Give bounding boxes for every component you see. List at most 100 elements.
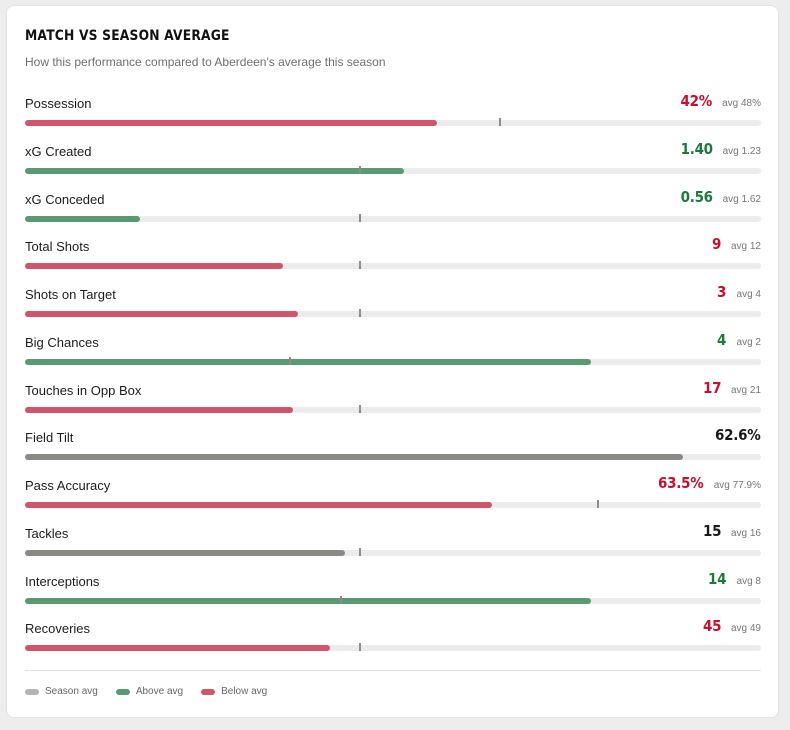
stat-bar-track xyxy=(25,500,761,508)
stat-value: 1.40 xyxy=(680,139,713,158)
stat-bar-fill xyxy=(25,167,405,174)
stat-season-average: avg 1.62 xyxy=(722,193,761,205)
stat-bar-track xyxy=(25,404,761,413)
legend-label: Season avg xyxy=(45,686,98,697)
stat-season-average: avg 2 xyxy=(736,336,761,348)
season-avg-marker xyxy=(288,356,291,365)
stat-value: 3 xyxy=(717,283,727,301)
stat-value: 15 xyxy=(702,521,722,540)
stat-bar-track xyxy=(25,595,761,604)
stat-row: Tackles 15 avg 16 xyxy=(25,522,761,572)
stat-values: 1.40 avg 1.23 xyxy=(677,140,761,158)
legend-label: Below avg xyxy=(221,686,268,697)
stat-bar-fill xyxy=(25,263,283,270)
stat-label: Big Chances xyxy=(25,334,99,350)
stat-row: Big Chances 4 avg 2 xyxy=(25,331,761,381)
stat-label: Touches in Opp Box xyxy=(25,382,142,398)
stat-bar-track xyxy=(25,356,761,365)
stat-label: Field Tilt xyxy=(25,430,74,446)
stat-bar-fill xyxy=(25,215,140,222)
season-avg-marker xyxy=(340,595,343,604)
stat-values: 62.6% xyxy=(710,426,762,445)
stat-season-average: avg 1.23 xyxy=(722,145,761,157)
stat-season-average: avg 12 xyxy=(730,241,761,253)
stat-value: 4 xyxy=(717,330,727,349)
legend-swatch xyxy=(201,688,216,695)
stat-values: 14 avg 8 xyxy=(706,570,761,588)
stat-values: 17 avg 21 xyxy=(701,379,761,397)
season-avg-marker xyxy=(597,500,600,508)
stat-values: 4 avg 2 xyxy=(716,331,761,349)
stat-bar-fill xyxy=(25,549,346,556)
stat-row: Recoveries 45 avg 49 xyxy=(25,617,761,667)
stat-season-average: avg 77.9% xyxy=(713,480,761,491)
stat-value: 62.6% xyxy=(715,426,762,445)
season-avg-marker xyxy=(358,309,361,317)
stat-row: xG Conceded 0.56 avg 1.62 xyxy=(25,188,761,238)
stat-value: 45 xyxy=(702,617,722,636)
stat-row: Possession 42% avg 48% xyxy=(25,92,761,142)
legend: Season avg Above avg Below avg xyxy=(25,686,267,697)
stat-bar-fill xyxy=(25,454,683,461)
stat-values: 63.5% avg 77.9% xyxy=(653,474,761,492)
season-avg-marker xyxy=(358,165,361,174)
stat-label: Shots on Target xyxy=(25,287,116,302)
season-avg-marker xyxy=(358,261,361,270)
stat-value: 17 xyxy=(702,378,722,397)
stat-label: Total Shots xyxy=(25,239,90,255)
legend-item: Season avg xyxy=(25,686,98,697)
stat-season-average: avg 4 xyxy=(736,289,761,300)
season-avg-marker xyxy=(358,404,361,413)
stat-season-average: avg 49 xyxy=(730,623,761,635)
match-vs-season-card: MATCH VS SEASON AVERAGE How this perform… xyxy=(6,5,779,718)
stat-values: 15 avg 16 xyxy=(701,522,761,540)
stat-value: 42% xyxy=(680,92,713,110)
card-subtitle: How this performance compared to Aberdee… xyxy=(25,55,386,69)
stat-bar-track xyxy=(25,118,761,126)
stat-bar-track xyxy=(25,165,761,174)
stat-label: xG Created xyxy=(25,143,92,159)
stat-season-average: avg 21 xyxy=(730,384,761,396)
stat-bar-fill xyxy=(25,502,493,508)
stat-value: 9 xyxy=(711,235,721,254)
season-avg-marker xyxy=(358,547,361,556)
stat-value: 0.56 xyxy=(680,187,713,206)
stat-label: xG Conceded xyxy=(25,191,105,207)
legend-swatch xyxy=(115,688,130,695)
stat-values: 42% avg 48% xyxy=(677,92,761,110)
stat-value: 14 xyxy=(708,569,727,588)
stat-bar-fill xyxy=(25,597,591,604)
stat-bar-fill xyxy=(25,406,293,413)
stat-bar-track xyxy=(25,547,761,556)
stat-label: Possession xyxy=(25,96,92,111)
stat-values: 3 avg 4 xyxy=(716,283,761,301)
stat-season-average: avg 8 xyxy=(736,575,761,587)
stat-bar-fill xyxy=(25,645,330,652)
stat-row: Field Tilt 62.6% xyxy=(25,426,762,476)
legend-divider xyxy=(25,670,761,671)
season-avg-marker xyxy=(498,118,501,126)
stat-values: 9 avg 12 xyxy=(711,235,761,253)
stat-bar-track xyxy=(25,643,761,652)
stat-values: 0.56 avg 1.62 xyxy=(677,188,761,206)
stat-label: Tackles xyxy=(25,525,69,541)
season-avg-marker xyxy=(358,213,361,222)
stat-row: Shots on Target 3 avg 4 xyxy=(25,283,761,333)
legend-item: Above avg xyxy=(115,686,184,697)
stat-bar-fill xyxy=(25,311,299,317)
legend-swatch xyxy=(25,688,39,695)
stat-rows: Possession 42% avg 48% xG Created 1.40 avg 1.… xyxy=(25,92,762,667)
legend-label: Above avg xyxy=(135,686,184,697)
stat-values: 45 avg 49 xyxy=(701,617,761,635)
stat-row: xG Created 1.40 avg 1.23 xyxy=(25,140,761,190)
stat-row: Pass Accuracy 63.5% avg 77.9% xyxy=(25,474,761,524)
legend-item: Below avg xyxy=(201,686,267,697)
stat-label: Interceptions xyxy=(25,573,100,589)
stat-bar-fill xyxy=(25,120,438,126)
stat-label: Pass Accuracy xyxy=(25,478,111,493)
season-avg-marker xyxy=(358,643,361,652)
stat-bar-track xyxy=(25,213,761,222)
stat-bar-track xyxy=(25,261,761,270)
stat-season-average: avg 16 xyxy=(730,527,761,539)
stat-label: Recoveries xyxy=(25,621,91,637)
